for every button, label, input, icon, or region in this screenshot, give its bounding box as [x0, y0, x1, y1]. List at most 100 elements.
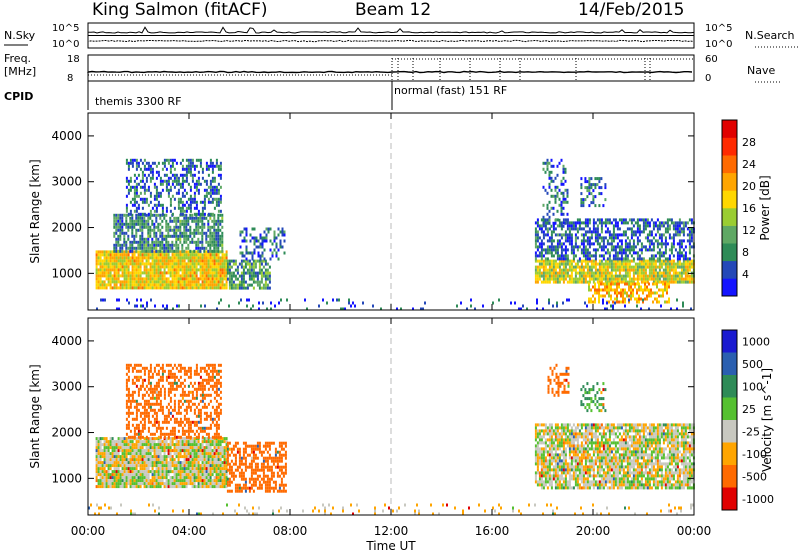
scatter-cell [223, 268, 226, 272]
scatter-cell [223, 262, 226, 266]
scatter-cell [173, 464, 176, 468]
scatter-cell [552, 268, 555, 272]
scatter-cell [167, 268, 170, 272]
scatter-cell [205, 234, 208, 238]
scatter-cell [240, 277, 243, 281]
scatter-cell [191, 479, 194, 483]
scatter-cell [147, 476, 150, 480]
scatter-cell [135, 455, 138, 459]
scatter-cell [145, 455, 148, 459]
scatter-cell [153, 197, 156, 201]
scatter-cell [107, 256, 110, 260]
scatter-cell [119, 482, 122, 486]
scatter-cell [155, 259, 158, 263]
scatter-cell [470, 298, 472, 302]
scatter-cell [546, 206, 549, 210]
scatter-cell [103, 467, 106, 471]
scatter-cell [626, 245, 629, 249]
scatter-cell [240, 271, 243, 275]
scatter-cell [578, 245, 581, 249]
scatter-cell [634, 233, 637, 237]
scatter-cell [133, 271, 136, 275]
scatter-cell [127, 283, 130, 287]
scatter-cell [215, 197, 218, 201]
scatter-cell [127, 271, 130, 275]
scatter-cell [199, 219, 202, 223]
scatter-cell [115, 449, 118, 453]
scatter-cell [171, 458, 174, 462]
scatter-cell [606, 218, 609, 222]
scatter-cell [225, 461, 228, 465]
scatter-cell [187, 449, 190, 453]
scatter-cell [201, 440, 204, 444]
scatter-cell [105, 464, 108, 468]
scatter-cell [624, 304, 626, 308]
scatter-cell [169, 280, 172, 284]
scatter-cell [157, 443, 160, 447]
scatter-cell [666, 274, 669, 278]
scatter-cell [546, 167, 549, 171]
scatter-cell [576, 277, 579, 281]
scatter-cell [143, 167, 146, 171]
scatter-cell [542, 215, 545, 219]
scatter-cell [137, 262, 140, 266]
scatter-cell [189, 209, 192, 213]
scatter-cell [560, 191, 563, 195]
scatter-cell [592, 262, 595, 266]
scatter-cell [115, 216, 118, 220]
scatter-cell [209, 256, 212, 260]
scatter-cell [95, 473, 98, 477]
scatter-cell [193, 446, 196, 450]
scatter-cell [588, 297, 590, 301]
scatter-cell [133, 179, 136, 183]
scatter-cell [614, 277, 617, 281]
scatter-cell [534, 271, 537, 275]
scatter-cell [197, 449, 200, 453]
scatter-cell [165, 237, 168, 241]
scatter-cell [230, 283, 233, 287]
scatter-cell [588, 177, 591, 181]
scatter-cell [179, 449, 182, 453]
noise-search-trace [87, 39, 695, 43]
scatter-cell [606, 307, 608, 311]
scatter-cell [604, 198, 607, 202]
scatter-cell [191, 446, 194, 450]
scatter-cell [173, 256, 176, 260]
scatter-cell [620, 257, 623, 261]
scatter-cell [211, 167, 214, 171]
scatter-cell [602, 242, 605, 246]
scatter-cell [149, 234, 152, 238]
scatter-cell [572, 257, 575, 261]
scatter-cell [626, 294, 628, 298]
scatter-cell [540, 280, 543, 284]
scatter-cell [660, 242, 663, 246]
scatter-cell [654, 265, 657, 269]
scatter-cell [622, 262, 625, 266]
scatter-cell [191, 237, 194, 241]
scatter-cell [199, 443, 202, 447]
scatter-cell [608, 282, 610, 286]
scatter-cell [185, 482, 188, 486]
scatter-cell [189, 173, 192, 177]
scatter-cell [248, 265, 251, 269]
scatter-cell [560, 209, 563, 213]
scatter-cell [552, 262, 555, 266]
scatter-cell [596, 183, 599, 187]
scatter-cell [203, 467, 206, 471]
scatter-cell [221, 283, 224, 287]
scatter-cell [232, 262, 235, 266]
scatter-cell [177, 286, 180, 290]
scatter-cell [264, 259, 267, 263]
scatter-cell [149, 176, 152, 180]
scatter-cell [195, 476, 198, 480]
scatter-cell [155, 479, 158, 483]
scatter-cell [540, 251, 543, 255]
scatter-cell [191, 280, 194, 284]
scatter-cell [518, 307, 520, 311]
scatter-cell [111, 256, 114, 260]
scatter-cell [578, 277, 581, 281]
scatter-cell [177, 440, 180, 444]
scatter-cell [221, 225, 224, 229]
scatter-cell [283, 233, 286, 237]
scatter-cell [217, 286, 220, 290]
